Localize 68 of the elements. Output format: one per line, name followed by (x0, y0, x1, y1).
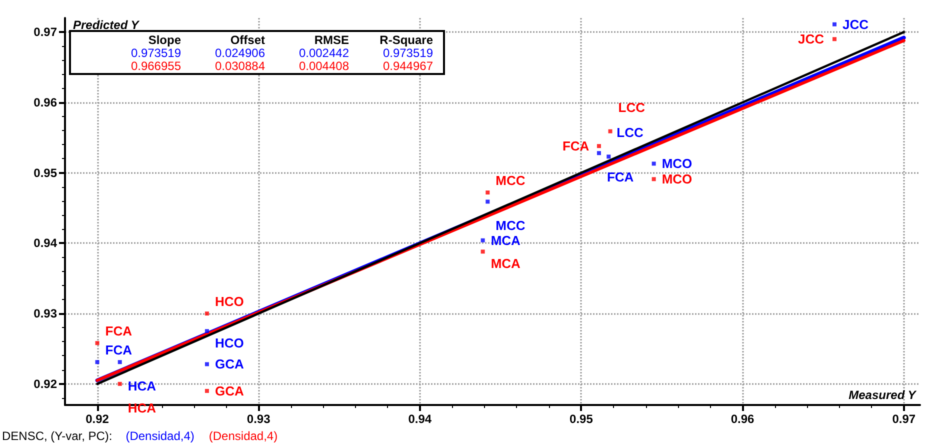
point (204, 329, 209, 334)
annotation: MCO (662, 172, 692, 187)
point (204, 388, 209, 393)
point (832, 22, 836, 26)
annotation: GCA (214, 383, 244, 398)
y-tick-label: 0.92 (34, 376, 58, 391)
annotation: LCC (616, 125, 644, 140)
annotation: FCA (105, 324, 133, 339)
x-tick-label: 0.95 (570, 412, 594, 426)
annotation: 0.030884 (214, 59, 265, 73)
x-axis-title: Measured Y (848, 388, 917, 402)
x-tick-label: 0.92 (86, 412, 110, 426)
point (486, 200, 490, 204)
y-tick-label: 0.96 (34, 95, 58, 110)
annotation: FCA (606, 170, 634, 185)
point (486, 190, 490, 194)
annotation: HCA (128, 378, 157, 394)
point (204, 362, 209, 366)
y-tick-label: 0.95 (34, 166, 58, 180)
point (652, 177, 656, 182)
point (652, 162, 656, 166)
x-tick-label: 0.94 (408, 412, 432, 426)
annotation: 0.944967 (382, 59, 433, 73)
x-tick-label: 0.96 (730, 412, 755, 426)
annotation: JCC (842, 16, 870, 32)
annotation: JCC (798, 32, 825, 47)
annotation: MCC (496, 173, 526, 188)
annotation: 0.966955 (130, 59, 181, 73)
point (606, 154, 611, 159)
y-tick-label: 0.97 (34, 25, 58, 40)
annotation: HCO (214, 336, 244, 351)
x-tick-label: 0.97 (892, 412, 916, 426)
annotation: MCO (662, 156, 692, 172)
y-axis-title: Predicted Y (73, 18, 140, 32)
x-tick-label: 0.93 (246, 412, 271, 426)
point (596, 144, 601, 148)
annotation: 0.002442 (298, 46, 349, 60)
point (95, 341, 100, 346)
annotation: 0.973519 (130, 46, 181, 60)
y-tick-label: 0.94 (34, 236, 58, 250)
annotation: FCA (105, 342, 133, 358)
point (832, 37, 836, 42)
text: (Densidad,4) (126, 429, 194, 443)
point (480, 250, 485, 254)
annotation: LCC (618, 100, 646, 115)
annotation: HCO (214, 294, 244, 310)
annotation: 0.004408 (298, 59, 349, 73)
annotation: Slope (148, 33, 181, 47)
annotation: MCC (496, 218, 526, 234)
text: (Densidad,4) (208, 429, 278, 443)
point (596, 151, 601, 156)
y-tick-label: 0.93 (34, 306, 58, 321)
point (118, 382, 122, 386)
point (204, 312, 209, 316)
annotation: MCA (490, 256, 522, 272)
annotation: RMSE (314, 33, 349, 47)
point (480, 238, 485, 242)
point (118, 360, 122, 364)
point (95, 360, 100, 364)
annotation: R-Square (380, 33, 433, 47)
annotation: FCA (562, 138, 590, 154)
text: DENSC, (Y-var, PC): (2, 429, 112, 443)
annotation: MCA (490, 232, 522, 248)
point (608, 129, 612, 134)
annotation: 0.024906 (214, 46, 265, 60)
annotation: Offset (230, 33, 265, 47)
annotation: 0.973519 (382, 46, 433, 60)
annotation: GCA (214, 356, 244, 372)
